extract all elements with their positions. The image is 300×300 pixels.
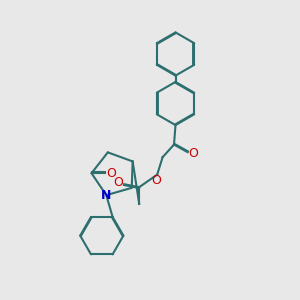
Text: N: N bbox=[101, 189, 112, 202]
Text: O: O bbox=[151, 173, 160, 187]
Text: O: O bbox=[107, 167, 117, 180]
Text: O: O bbox=[188, 147, 198, 160]
Text: O: O bbox=[113, 176, 123, 189]
